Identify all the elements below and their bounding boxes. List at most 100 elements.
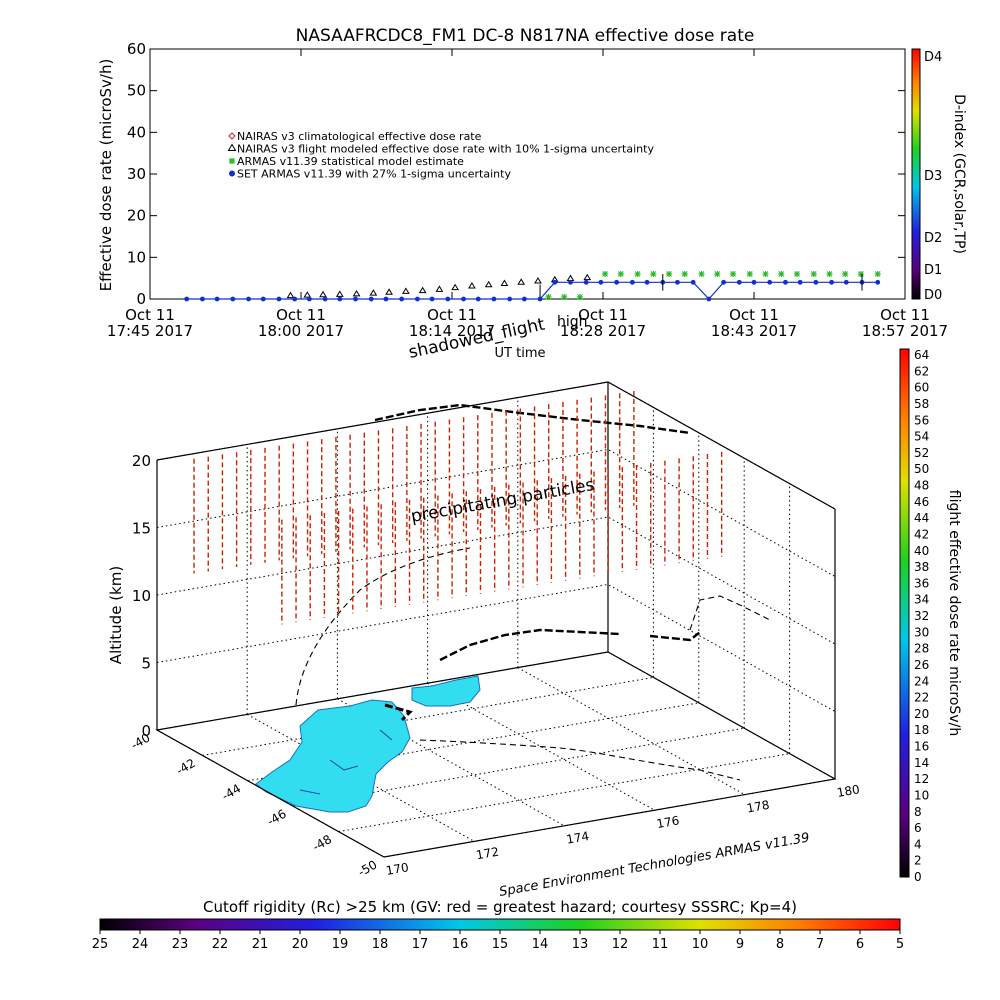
set-armas-point — [843, 279, 849, 285]
set-armas-point — [675, 279, 680, 285]
asterisk-stroke — [810, 271, 817, 277]
altitude-tick-label: 15 — [132, 520, 151, 538]
longitude-tick-label: 180 — [836, 782, 861, 800]
rigidity-tick-label: 10 — [692, 937, 709, 952]
nairas-triangle-point — [303, 291, 312, 298]
latitude-tick-label: -48 — [310, 832, 334, 854]
armas-model-point — [826, 271, 833, 277]
dose-point-cloud — [193, 391, 723, 625]
asterisk-stroke — [602, 271, 608, 277]
flight-track-segment — [295, 547, 471, 706]
armas-model-point — [666, 271, 673, 277]
latitude-tick-label: -44 — [219, 781, 243, 803]
rigidity-tick-label: 15 — [492, 937, 509, 952]
set-armas-point — [475, 296, 481, 302]
set-armas-point — [537, 296, 543, 302]
y-tick-label: 60 — [127, 40, 146, 58]
dose-colorbar-tick-label: 16 — [914, 740, 929, 754]
dose-colorbar-tick-label: 60 — [914, 381, 929, 395]
x-tick-label: 18:14 2017 — [409, 322, 495, 340]
top-y-axis-label: Effective dose rate (microSv/h) — [97, 59, 115, 292]
legend-label: ARMAS v11.39 statistical model estimate — [237, 155, 464, 168]
nairas-triangle-point — [468, 282, 476, 289]
top-outline — [156, 381, 836, 510]
set-armas-point — [552, 279, 558, 285]
asterisk-stroke — [874, 271, 881, 277]
set-armas-point — [246, 296, 251, 302]
rigidity-tick-label: 11 — [652, 937, 669, 952]
plot-box — [155, 381, 837, 858]
dose-colorbar-tick-label: 28 — [914, 642, 929, 656]
asterisk-stroke — [778, 271, 785, 277]
set-armas-point — [644, 279, 650, 285]
nairas-triangle-point — [435, 285, 444, 292]
asterisk-stroke — [561, 294, 568, 300]
y-tick-label: 10 — [127, 248, 146, 266]
dose-colorbar-tick-label: 12 — [914, 772, 929, 786]
legend-label: NAIRAS v3 flight modeled effective dose … — [237, 143, 654, 156]
armas-model-point — [545, 293, 552, 300]
set-armas-point — [276, 296, 282, 302]
dose-colorbar-tick-label: 46 — [914, 495, 929, 509]
rigidity-tick-label: 7 — [816, 937, 824, 952]
d-index-tick-label: D3 — [924, 169, 942, 184]
rigidity-tick-label: 12 — [612, 937, 629, 952]
asterisk-stroke — [577, 294, 583, 300]
set-armas-point — [721, 279, 726, 285]
set-armas-point — [414, 296, 420, 302]
wall-grid-line — [156, 516, 836, 645]
set-armas-point — [200, 296, 205, 302]
longitude-tick-label: 178 — [746, 798, 771, 816]
armas-model-point — [714, 271, 721, 277]
armas-model-point — [810, 271, 817, 277]
y-tick-label: 50 — [127, 82, 146, 100]
nairas-triangle-point — [534, 277, 542, 284]
latitude-tick-label: -42 — [174, 756, 198, 778]
credit-label: Space Environment Technologies ARMAS v11… — [498, 831, 811, 900]
legend-symbol — [229, 170, 235, 177]
asterisk-stroke — [617, 271, 624, 277]
dose-colorbar: 0246810121416182022242628303234363840424… — [899, 348, 962, 884]
dose-colorbar-tick-label: 54 — [914, 430, 929, 444]
armas-model-point — [602, 271, 609, 277]
armas-model-point — [576, 293, 583, 300]
x-tick-label: 18:57 2017 — [862, 322, 948, 340]
rigidity-tick-label: 6 — [856, 937, 864, 952]
x-tick-label: Oct 11 — [427, 306, 477, 324]
dose-colorbar-tick-label: 0 — [914, 870, 922, 884]
altitude-axis: 0 5 10 15 20 — [132, 452, 151, 740]
dose-colorbar-tick-label: 10 — [914, 788, 929, 802]
floor-grid-line — [517, 667, 746, 796]
altitude-tick-label: 10 — [132, 587, 151, 605]
flight-track-segment — [689, 595, 771, 631]
nairas-triangle-point — [484, 280, 493, 288]
rigidity-tick-label: 20 — [292, 937, 309, 952]
set-armas-point — [690, 279, 696, 285]
rigidity-tick-label: 21 — [252, 937, 269, 952]
y-tick-label: 40 — [127, 123, 146, 141]
flight-track-segment — [374, 403, 691, 435]
armas-model-point — [561, 293, 568, 300]
asterisk-stroke — [842, 271, 849, 277]
x-axis-label: UT time — [495, 346, 546, 361]
floor-grid-line — [246, 713, 475, 842]
floor-grid-line — [337, 698, 565, 827]
chart-title: NASAAFRCDC8_FM1 DC-8 N817NA effective do… — [296, 26, 755, 46]
set-armas-point — [706, 296, 712, 302]
y-tick-label: 20 — [127, 207, 146, 225]
armas-model-point — [698, 271, 705, 277]
dose-colorbar-tick-label: 32 — [914, 609, 929, 623]
altitude-tick-label: 0 — [141, 722, 151, 740]
x-tick-label: 18:28 2017 — [560, 322, 646, 340]
armas-model-point — [650, 271, 657, 277]
top-y-axis: 0 10 20 30 40 50 60 — [127, 40, 905, 308]
set-armas-point — [875, 279, 881, 285]
floor-grid-line — [338, 753, 790, 833]
longitude-tick-label: 174 — [565, 829, 590, 847]
rigidity-tick-label: 9 — [736, 937, 744, 952]
set-armas-point — [751, 279, 757, 285]
nairas-triangle-point — [286, 291, 295, 299]
rigidity-tick-label: 16 — [452, 937, 469, 952]
